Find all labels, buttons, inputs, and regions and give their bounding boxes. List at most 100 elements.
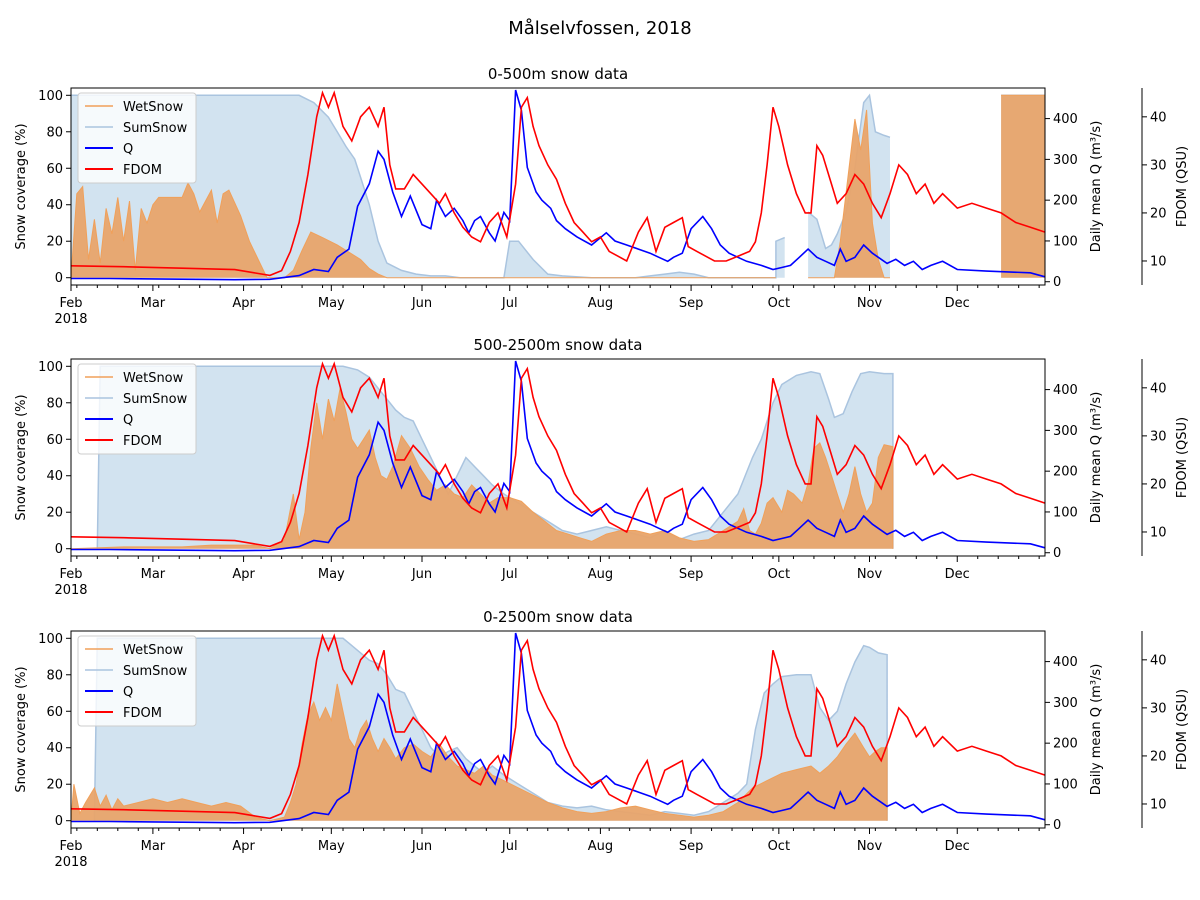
y-tick-label: 20 — [46, 235, 63, 250]
panel-title: 0-2500m snow data — [483, 608, 633, 626]
q-axis-label: Daily mean Q (m³/s) — [1089, 121, 1104, 253]
q-tick-label: 200 — [1053, 194, 1078, 209]
q-tick-label: 300 — [1053, 153, 1078, 168]
fdom-line — [70, 90, 1046, 277]
y-tick-label: 80 — [46, 125, 63, 140]
fdom-line — [70, 361, 1046, 548]
x-tick-label: Oct — [768, 567, 790, 582]
x-tick-label: Nov — [857, 839, 883, 854]
y-tick-label: 20 — [46, 778, 63, 793]
x-year-label: 2018 — [54, 855, 87, 870]
legend: WetSnow SumSnow Q FDOM — [77, 92, 197, 184]
x-tick-label: Jul — [501, 839, 518, 854]
sumsnow-area — [71, 95, 785, 278]
x-tick-label: Mar — [141, 839, 166, 854]
q-tick-label: 100 — [1053, 777, 1078, 792]
x-tick-label: Feb — [59, 567, 82, 582]
fdom-tick-label: 30 — [1150, 701, 1167, 716]
x-tick-label: Feb — [59, 839, 82, 854]
legend-label-q: Q — [123, 142, 133, 157]
plot-frame — [70, 358, 1046, 557]
wetsnow-area — [1001, 95, 1045, 278]
x-tick-label: Nov — [857, 296, 883, 311]
y-axis-label: Snow coverage (%) — [14, 123, 29, 249]
sumsnow-line — [93, 637, 888, 821]
q-tick-label: 100 — [1053, 505, 1078, 520]
legend-label-fdom: FDOM — [123, 706, 162, 721]
y-tick-label: 0 — [55, 271, 63, 286]
fdom-tick-label: 20 — [1150, 206, 1167, 221]
y-tick-label: 60 — [46, 705, 63, 720]
y-tick-label: 0 — [55, 542, 63, 557]
y-tick-label: 40 — [46, 469, 63, 484]
x-tick-label: Nov — [857, 567, 883, 582]
legend-label-wetsnow: WetSnow — [123, 371, 184, 386]
x-tick-label: Oct — [768, 296, 790, 311]
legend-box — [77, 363, 197, 455]
q-tick-label: 400 — [1053, 655, 1078, 670]
fdom-tick-label: 20 — [1150, 477, 1167, 492]
fdom-tick-label: 10 — [1150, 525, 1167, 540]
x-tick-label: May — [318, 839, 345, 854]
legend-label-q: Q — [123, 413, 133, 428]
y-tick-label: 100 — [38, 632, 63, 647]
legend-box — [77, 92, 197, 184]
x-year-label: 2018 — [54, 583, 87, 598]
x-tick-label: Sep — [679, 567, 704, 582]
legend: WetSnow SumSnow Q FDOM — [77, 363, 197, 455]
q-line — [71, 632, 1046, 824]
figure-title: Målselvfossen, 2018 — [508, 18, 692, 39]
panel-title: 500-2500m snow data — [474, 336, 643, 354]
q-tick-label: 200 — [1053, 465, 1078, 480]
legend-label-q: Q — [123, 685, 133, 700]
wetsnow-area — [71, 388, 893, 549]
panel-2: 500-2500m snow data 0 20 40 60 80 100 0 100 200 30… — [14, 336, 1190, 598]
panel-1: 0-500m snow data 0 20 40 60 80 100 0 100 200 300 40… — [14, 65, 1190, 327]
legend-label-fdom: FDOM — [123, 434, 162, 449]
fdom-tick-label: 40 — [1150, 110, 1167, 125]
sumsnow-line — [96, 365, 894, 549]
q-tick-label: 100 — [1053, 234, 1078, 249]
legend-label-fdom: FDOM — [123, 163, 162, 178]
y-tick-label: 40 — [46, 741, 63, 756]
legend-box — [77, 635, 197, 727]
fdom-tick-label: 40 — [1150, 653, 1167, 668]
x-tick-label: Aug — [588, 296, 613, 311]
fdom-axis-label: FDOM (QSU) — [1175, 689, 1190, 770]
fdom-tick-label: 30 — [1150, 158, 1167, 173]
x-tick-label: Dec — [945, 839, 970, 854]
x-tick-label: Apr — [232, 567, 255, 582]
y-tick-label: 100 — [38, 360, 63, 375]
q-tick-label: 0 — [1053, 818, 1061, 833]
wetsnow-line — [808, 109, 890, 279]
y-tick-label: 20 — [46, 506, 63, 521]
q-tick-label: 0 — [1053, 546, 1061, 561]
fdom-axis-label: FDOM (QSU) — [1175, 417, 1190, 498]
x-tick-label: May — [318, 567, 345, 582]
q-tick-label: 0 — [1053, 275, 1061, 290]
x-tick-label: Jun — [411, 567, 432, 582]
x-tick-label: Aug — [588, 839, 613, 854]
legend-label-sumsnow: SumSnow — [123, 392, 188, 407]
fdom-tick-label: 40 — [1150, 381, 1167, 396]
fdom-tick-label: 30 — [1150, 429, 1167, 444]
fdom-tick-label: 10 — [1150, 254, 1167, 269]
y-tick-label: 0 — [55, 814, 63, 829]
fdom-axis-label: FDOM (QSU) — [1175, 146, 1190, 227]
q-line — [71, 360, 1046, 552]
x-tick-label: Apr — [232, 296, 255, 311]
panel-title: 0-500m snow data — [488, 65, 628, 83]
x-tick-label: Sep — [679, 296, 704, 311]
y-tick-label: 80 — [46, 668, 63, 683]
x-tick-label: Jul — [501, 567, 518, 582]
x-year-label: 2018 — [54, 312, 87, 327]
x-tick-label: Jun — [411, 839, 432, 854]
x-tick-label: Feb — [59, 296, 82, 311]
q-tick-label: 300 — [1053, 424, 1078, 439]
q-tick-label: 300 — [1053, 696, 1078, 711]
wetsnow-area — [808, 109, 890, 278]
legend-label-wetsnow: WetSnow — [123, 100, 184, 115]
q-tick-label: 400 — [1053, 383, 1078, 398]
wetsnow-area — [71, 182, 776, 278]
x-tick-label: Mar — [141, 567, 166, 582]
